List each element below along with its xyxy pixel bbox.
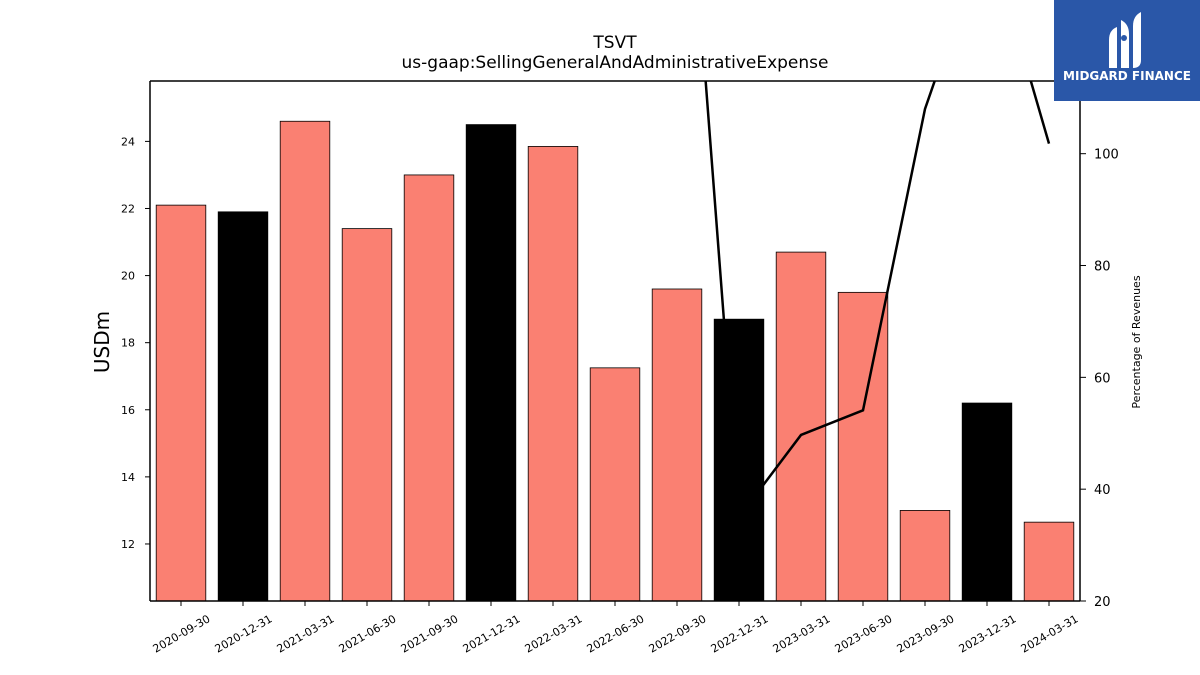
- bar-2022-06-30: [589, 367, 641, 602]
- xtick-label-2022-12-31: 2022-12-31: [709, 612, 771, 655]
- y2tick-label: 20: [1094, 595, 1111, 610]
- xtick-label-2022-06-30: 2022-06-30: [585, 612, 647, 655]
- bar-2022-09-30: [651, 288, 703, 602]
- xtick-label-2021-06-30: 2021-06-30: [337, 612, 399, 655]
- ytick-label: 14: [121, 471, 135, 484]
- revenue-percentage-line: [704, 81, 1051, 521]
- ytick-label: 22: [121, 202, 135, 215]
- logo-text: MIDGARD FINANCE: [1063, 69, 1191, 83]
- xtick-label-2024-03-31: 2024-03-31: [1019, 612, 1081, 655]
- xtick-label-2020-09-30: 2020-09-30: [151, 612, 213, 655]
- ytick-label: 16: [121, 404, 135, 417]
- bar-2022-12-31: [713, 318, 765, 602]
- xtick-label-2021-09-30: 2021-09-30: [399, 612, 461, 655]
- ytick-label: 20: [121, 270, 135, 283]
- bar-2024-03-31: [1023, 521, 1075, 602]
- y2tick-label: 40: [1094, 483, 1111, 498]
- chart-subtitle: us-gaap:SellingGeneralAndAdministrativeE…: [402, 53, 829, 73]
- x-ticks: 2020-09-30 2020-12-31 2021-03-31 2021-06-30…: [151, 601, 1081, 656]
- bar-2023-12-31: [961, 402, 1013, 602]
- logo-mark-icon: [1109, 12, 1141, 68]
- bars: [155, 120, 1075, 602]
- y2tick-label: 80: [1094, 260, 1111, 275]
- y2tick-label: 100: [1094, 148, 1119, 163]
- midgard-finance-logo: MIDGARD FINANCE: [1054, 0, 1200, 101]
- bar-2021-03-31: [279, 120, 331, 602]
- y2tick-label: 60: [1094, 371, 1111, 386]
- y-ticks-right: 20 40 60 80 100: [1080, 148, 1119, 610]
- bar-2023-06-30: [837, 291, 889, 602]
- ytick-label: 24: [121, 135, 135, 148]
- xtick-label-2023-12-31: 2023-12-31: [957, 612, 1019, 655]
- xtick-label-2021-12-31: 2021-12-31: [461, 612, 523, 655]
- bar-2023-03-31: [775, 251, 827, 602]
- xtick-label-2023-03-31: 2023-03-31: [771, 612, 833, 655]
- xtick-label-2020-12-31: 2020-12-31: [213, 612, 275, 655]
- bar-2022-03-31: [527, 146, 579, 602]
- xtick-label-2022-03-31: 2022-03-31: [523, 612, 585, 655]
- bar-2023-09-30: [899, 510, 951, 602]
- bar-2021-06-30: [341, 228, 393, 602]
- xtick-label-2022-09-30: 2022-09-30: [647, 612, 709, 655]
- ytick-label: 18: [121, 337, 135, 350]
- y-axis-label: USDm: [90, 311, 114, 373]
- y2-axis-label: Percentage of Revenues: [1130, 275, 1143, 408]
- xtick-label-2021-03-31: 2021-03-31: [275, 612, 337, 655]
- bar-2021-12-31: [465, 124, 517, 602]
- xtick-label-2023-06-30: 2023-06-30: [833, 612, 895, 655]
- bar-2020-09-30: [155, 204, 207, 602]
- bar-2021-09-30: [403, 174, 455, 602]
- ytick-label: 12: [121, 538, 135, 551]
- xtick-label-2023-09-30: 2023-09-30: [895, 612, 957, 655]
- chart-title: TSVT: [592, 33, 637, 53]
- y-ticks-left: 12 14 16 18 20 22 24: [121, 135, 150, 551]
- bar-2020-12-31: [217, 211, 269, 602]
- revenue-percentage-line-path: [704, 81, 1051, 521]
